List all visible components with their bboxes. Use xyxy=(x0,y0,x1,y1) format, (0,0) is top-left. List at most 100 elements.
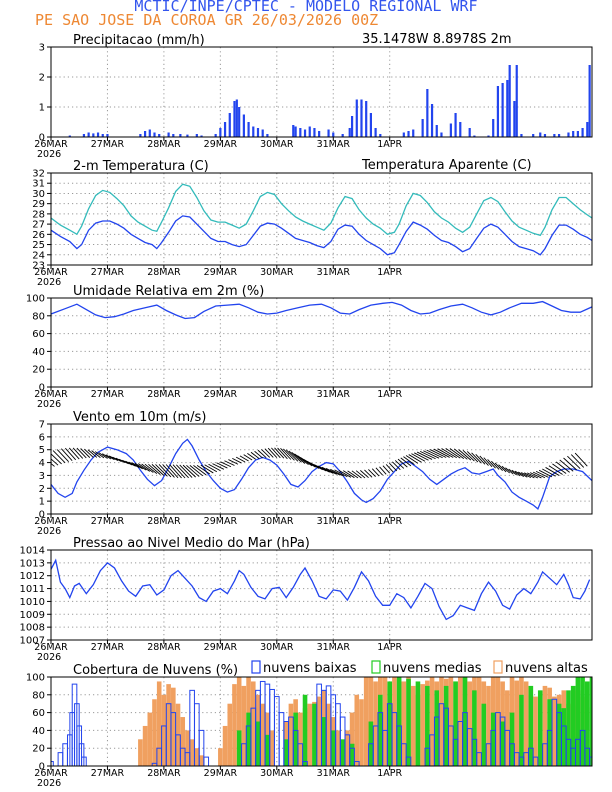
wind-arrow xyxy=(122,459,133,466)
bar xyxy=(252,126,255,137)
y-tick-label: 5 xyxy=(39,445,45,456)
bar xyxy=(269,730,275,766)
bar xyxy=(298,712,303,766)
bar xyxy=(515,65,518,137)
wind-arrow xyxy=(280,447,292,460)
x-tick-label: 30MAR xyxy=(260,139,294,150)
wind-arrow xyxy=(462,450,475,462)
year-label: 2026 xyxy=(37,399,61,410)
wind-arrow xyxy=(330,468,345,477)
y-tick-label: 80 xyxy=(32,690,45,701)
wind-arrow xyxy=(158,464,172,478)
bar xyxy=(139,134,142,137)
wind-arrow xyxy=(151,464,165,476)
year-label: 2026 xyxy=(37,652,61,663)
x-tick-label: 26MAR xyxy=(34,642,68,653)
wind-arrow xyxy=(529,472,542,479)
y-tick-label: 1013 xyxy=(20,558,45,569)
wind-arrow xyxy=(80,448,91,458)
wind-arrow xyxy=(382,465,391,474)
bar xyxy=(250,681,256,766)
y-tick-label: 31 xyxy=(32,179,45,190)
x-tick-label: 1APR xyxy=(377,642,402,653)
wind-arrow xyxy=(208,463,221,471)
bar xyxy=(425,685,430,766)
slp-panel xyxy=(47,549,593,644)
bar xyxy=(557,134,561,137)
bar xyxy=(218,748,223,766)
bar xyxy=(421,119,424,137)
x-tick-label: 31MAR xyxy=(317,516,351,527)
wind-arrow xyxy=(297,455,313,467)
wind-arrow xyxy=(189,465,203,477)
bar xyxy=(302,694,308,766)
bar xyxy=(567,132,570,137)
y-tick-label: 0 xyxy=(39,510,45,521)
bar xyxy=(572,131,575,137)
bar xyxy=(138,739,143,766)
bar xyxy=(265,734,270,766)
bar xyxy=(435,125,438,137)
bar xyxy=(96,132,100,137)
wind-arrow xyxy=(128,461,140,468)
wind-arrow xyxy=(524,472,535,479)
x-tick-label: 27MAR xyxy=(91,139,125,150)
bar xyxy=(426,89,429,137)
bar xyxy=(501,83,504,137)
y-tick-label: 7 xyxy=(39,420,45,431)
wind-arrow xyxy=(182,464,196,478)
x-tick-label: 27MAR xyxy=(91,267,125,278)
precip-panel xyxy=(47,46,593,141)
wind-arrow xyxy=(479,455,489,466)
precip-frame xyxy=(50,46,593,138)
y-tick-label: 0 xyxy=(39,383,45,394)
wind-arrow xyxy=(232,457,242,464)
wind-arrow xyxy=(475,453,486,465)
bar xyxy=(523,681,529,766)
x-tick-label: 27MAR xyxy=(91,389,125,400)
x-tick-label: 1APR xyxy=(377,389,402,400)
bar xyxy=(186,134,189,137)
wind-arrow xyxy=(141,463,154,473)
bar xyxy=(443,685,449,766)
bar xyxy=(401,743,407,766)
bar xyxy=(401,681,407,766)
wind-arrow xyxy=(429,449,447,458)
year-label: 2026 xyxy=(37,277,61,288)
bar xyxy=(57,752,64,766)
wind-arrow xyxy=(483,457,493,468)
temp-frame xyxy=(50,172,593,266)
wind-arrow xyxy=(179,464,193,478)
bar xyxy=(260,703,265,766)
bar xyxy=(553,134,556,137)
station-label: PE SAO JOSE DA COROA GR 26/03/2026 00Z xyxy=(35,11,379,29)
bar xyxy=(396,677,402,766)
slp-frame xyxy=(50,549,593,641)
bar xyxy=(62,743,68,766)
wind-series xyxy=(51,438,592,510)
bar xyxy=(82,134,86,137)
wind-arrow xyxy=(239,455,249,462)
wind-arrow xyxy=(155,464,168,477)
bar xyxy=(332,132,335,137)
wind-arrow xyxy=(458,449,472,461)
wind-arrow xyxy=(288,450,302,463)
legend-label: nuvens medias xyxy=(383,661,482,676)
wind-arrow xyxy=(334,469,348,478)
wind-arrow xyxy=(321,466,337,475)
bar xyxy=(318,131,321,137)
bar xyxy=(106,134,109,137)
bar xyxy=(430,104,434,137)
bar xyxy=(194,748,200,766)
x-tick-label: 31MAR xyxy=(317,642,351,653)
bar xyxy=(459,122,462,137)
x-tick-label: 30MAR xyxy=(260,768,294,779)
legend-label: nuvens baixas xyxy=(263,661,357,676)
precip-series xyxy=(68,65,591,137)
bar xyxy=(539,132,542,137)
wind-arrow xyxy=(247,453,256,460)
wind-arrow xyxy=(277,447,288,460)
bar xyxy=(293,712,298,766)
bar xyxy=(415,681,421,766)
wind-arrow xyxy=(216,462,228,469)
